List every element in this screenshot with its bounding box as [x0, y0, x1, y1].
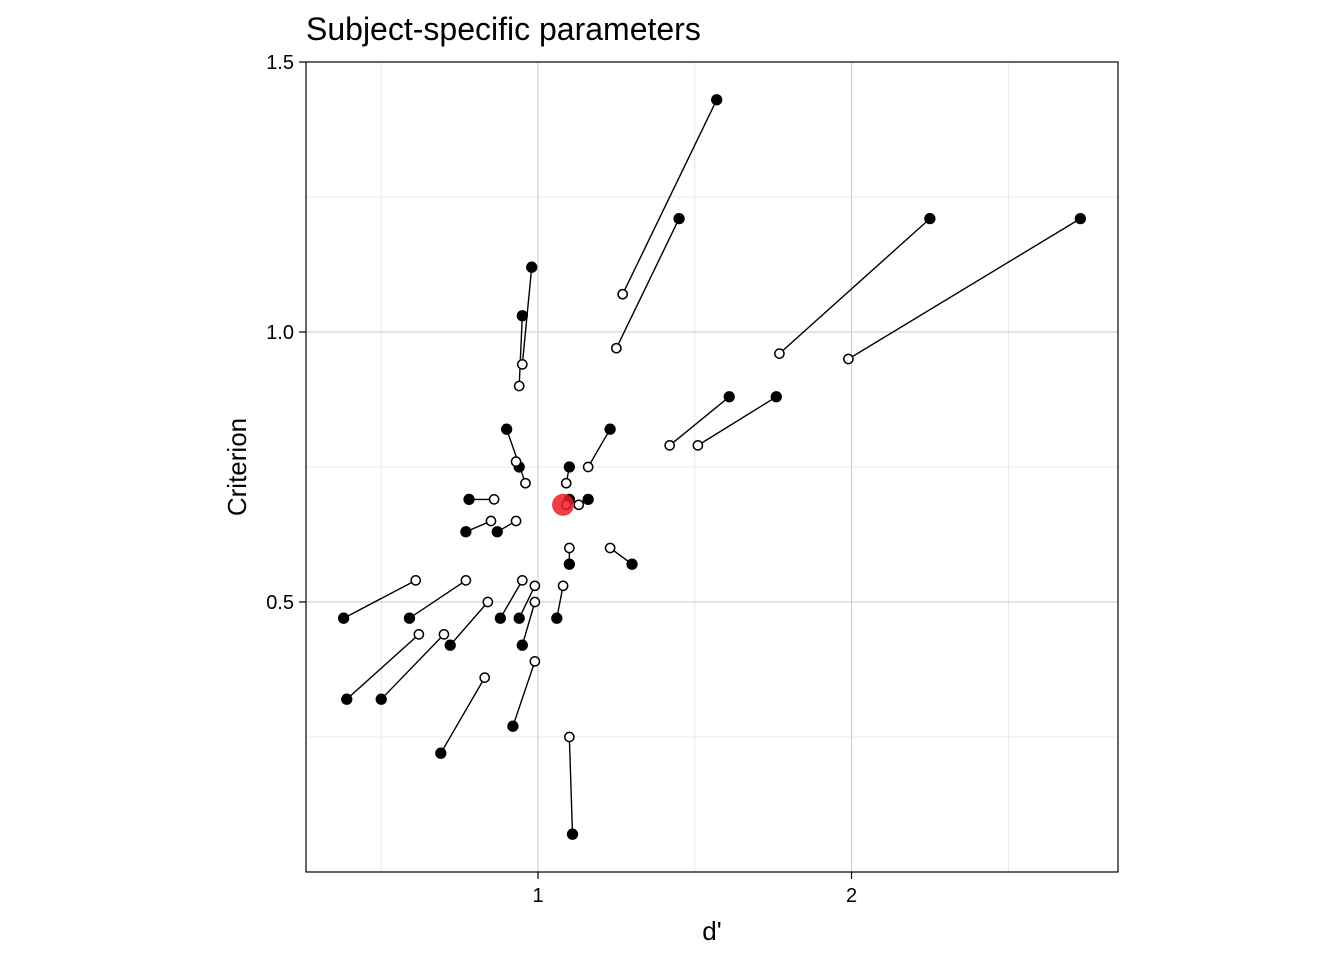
pair-segment [669, 396, 730, 446]
filled-point [491, 526, 503, 538]
filled-point [1074, 212, 1087, 225]
y-tick-label: 1.0 [266, 322, 294, 344]
pair-segment [343, 579, 417, 619]
pair-segment [615, 218, 680, 349]
open-point [529, 596, 541, 608]
pair-segment [848, 218, 1081, 360]
open-point [413, 629, 425, 640]
y-tick-label: 0.5 [266, 592, 294, 614]
filled-point [723, 391, 735, 403]
open-point [611, 342, 622, 354]
pair-segment [521, 601, 536, 646]
pair-segment [409, 579, 467, 619]
open-point [510, 515, 522, 527]
x-tick-label: 2 [846, 885, 857, 907]
open-point [510, 456, 522, 467]
filled-point [375, 693, 387, 705]
filled-point [341, 693, 353, 705]
x-axis-label: d' [702, 916, 721, 946]
filled-point [516, 310, 528, 322]
filled-point [526, 261, 538, 273]
open-point [564, 731, 575, 743]
open-point [513, 380, 525, 392]
filled-point [337, 612, 350, 624]
open-point [564, 542, 575, 554]
pair-segment [568, 736, 574, 835]
open-point [485, 515, 497, 527]
filled-point [626, 558, 638, 570]
filled-point [673, 212, 685, 225]
open-point [560, 477, 572, 489]
open-point [843, 353, 854, 365]
open-point [516, 359, 528, 370]
pair-segment [518, 585, 536, 619]
filled-point [563, 461, 576, 473]
pair-segment [587, 428, 611, 468]
filled-point [444, 639, 456, 651]
filled-point [563, 558, 576, 570]
filled-point [924, 212, 936, 225]
pair-segment [346, 633, 420, 700]
pair-segment [518, 315, 524, 387]
axes: 1 2 0.5 1.0 1.5 [266, 52, 857, 907]
pair-segment [505, 428, 527, 484]
open-point [410, 575, 422, 586]
filled-point [403, 612, 416, 624]
filled-point [507, 720, 519, 732]
pair-segment [778, 218, 931, 355]
y-tick-label: 1.5 [266, 52, 294, 74]
open-point [516, 575, 528, 586]
filled-point [566, 828, 579, 840]
pair-segment [380, 633, 445, 700]
average-point [552, 493, 575, 516]
filled-point [770, 391, 782, 403]
filled-point [435, 747, 447, 759]
open-point [573, 499, 585, 511]
pair-segment [622, 99, 718, 295]
open-point [438, 629, 450, 640]
open-point [604, 542, 616, 554]
open-point [529, 656, 541, 667]
filled-point [516, 639, 528, 651]
filled-point [711, 94, 723, 106]
open-point [482, 596, 494, 608]
filled-point [463, 493, 475, 506]
filled-point [551, 612, 563, 624]
pair-segment [499, 580, 523, 619]
pair-segment [440, 677, 486, 754]
filled-point [494, 612, 507, 624]
x-tick-label: 1 [532, 885, 543, 907]
pair-segment [449, 601, 489, 646]
plot-data [337, 94, 1087, 840]
open-point [664, 440, 676, 451]
open-point [479, 672, 491, 683]
open-point [617, 288, 628, 300]
open-point [774, 348, 785, 359]
open-point [488, 494, 500, 505]
open-point [529, 580, 541, 592]
open-point [692, 440, 704, 451]
open-point [582, 461, 594, 473]
y-axis-label: Criterion [222, 418, 252, 516]
open-point [557, 580, 569, 592]
filled-point [513, 612, 525, 624]
filled-point [500, 423, 513, 435]
filled-point [460, 526, 472, 538]
pair-segment [697, 396, 777, 446]
plot-panel [305, 61, 1119, 873]
pair-segment [512, 661, 536, 727]
filled-point [604, 423, 616, 435]
filled-point [582, 493, 594, 506]
open-point [460, 575, 472, 586]
grid-lines [306, 61, 1118, 872]
chart-title: Subject-specific parameters [306, 11, 701, 47]
open-point [520, 477, 531, 489]
